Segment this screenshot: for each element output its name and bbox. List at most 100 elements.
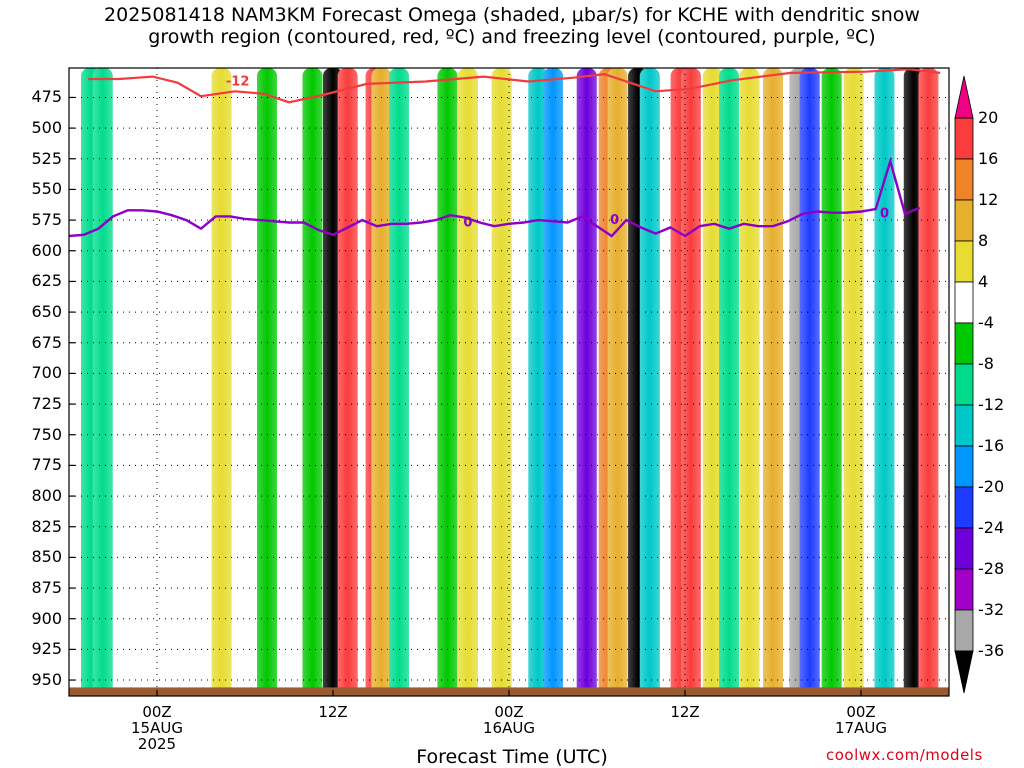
colorbar-tick-label: -12: [978, 395, 1005, 414]
y-tick-label: 725: [31, 394, 62, 414]
omega-band-shade: [763, 68, 783, 696]
y-tick-label: 600: [31, 240, 62, 260]
colorbar-band: [954, 322, 974, 365]
credit-link[interactable]: coolwx.com/models: [826, 746, 983, 764]
omega-column: [371, 68, 392, 696]
omega-column: [639, 68, 660, 696]
omega-column: [389, 68, 409, 696]
dgz-contour-label: -12: [226, 74, 250, 89]
omega-band-shade: [437, 68, 458, 696]
colorbar-tick-label: -36: [978, 641, 1005, 660]
contours: 0 0 0 -12: [69, 68, 941, 238]
x-tick-label-line: 2025: [137, 735, 177, 753]
x-tick-label-line: 17AUG: [835, 719, 887, 737]
y-tick-label: 750: [31, 424, 62, 444]
colorbar-band: [954, 363, 974, 406]
x-tick-label-line: 00Z: [846, 703, 876, 721]
y-tick-label: 625: [31, 271, 62, 291]
omega-band-shade: [821, 68, 842, 696]
y-tick-label: 925: [31, 639, 62, 659]
colorbar-band: [954, 527, 974, 570]
y-tick-label: 900: [31, 608, 62, 628]
colorbar-band: [954, 609, 974, 652]
axis-tick-marks: [69, 96, 862, 696]
y-tick-label: 525: [31, 148, 62, 168]
freezing-level-label: 0: [463, 215, 472, 230]
omega-band-shade: [371, 68, 392, 696]
colorbar: [954, 75, 974, 694]
omega-band-shade: [680, 68, 701, 696]
colorbar-bottom-arrow: [954, 650, 974, 694]
omega-band-shade: [257, 68, 277, 696]
omega-band-shade: [739, 68, 760, 696]
omega-column: [337, 68, 358, 696]
freezing-level-contour: [69, 156, 921, 238]
colorbar-band: [954, 486, 974, 529]
omega-band-shade: [874, 68, 895, 696]
omega-band-shade: [607, 68, 628, 696]
omega-column: [739, 68, 760, 696]
y-tick-label: 675: [31, 332, 62, 352]
omega-column: [179, 68, 200, 696]
omega-column: [874, 68, 895, 696]
y-tick-label: 575: [31, 210, 62, 230]
omega-band-shade: [457, 68, 478, 696]
omega-column: [763, 68, 783, 696]
omega-band-shade: [639, 68, 660, 696]
x-tick-label: 00Z 17AUG: [821, 704, 901, 736]
colorbar-top-arrow: [954, 75, 974, 119]
x-tick-label: 12Z: [645, 704, 725, 720]
colorbar-band: [954, 568, 974, 611]
colorbar-band: [954, 117, 974, 160]
omega-band-shade: [799, 68, 820, 696]
omega-column: [92, 68, 113, 696]
x-tick-label: 00Z 15AUG 2025: [117, 704, 197, 752]
y-tick-label: 475: [31, 87, 62, 107]
omega-column: [457, 68, 478, 696]
omega-column: [543, 68, 563, 696]
y-tick-label: 800: [31, 486, 62, 506]
omega-band-shade: [918, 68, 939, 696]
omega-column: [437, 68, 458, 696]
colorbar-tick-label: 8: [978, 231, 989, 250]
chart-title-line-1: 2025081418 NAM3KM Forecast Omega (shaded…: [104, 4, 920, 26]
omega-column: [607, 68, 628, 696]
omega-column: [821, 68, 842, 696]
colorbar-tick-label: 12: [978, 190, 999, 209]
colorbar-tick-label: 20: [978, 108, 999, 127]
x-tick-label-line: 12Z: [670, 703, 700, 721]
omega-band-shade: [719, 68, 739, 696]
y-tick-label: 775: [31, 455, 62, 475]
colorbar-tick-label: -8: [978, 354, 994, 373]
freezing-level-label: 0: [610, 213, 619, 228]
colorbar-band: [954, 281, 974, 324]
y-tick-label: 700: [31, 363, 62, 383]
omega-column: [843, 68, 864, 696]
x-tick-label-line: 15AUG: [131, 719, 183, 737]
chart-title-line-2: growth region (contoured, red, ºC) and f…: [148, 26, 876, 48]
colorbar-tick-label: -32: [978, 600, 1005, 619]
omega-band-shade: [491, 68, 512, 696]
freezing-level-label: 0: [880, 207, 889, 222]
colorbar-tick-label: -28: [978, 559, 1005, 578]
colorbar-tick-label: -24: [978, 518, 1005, 537]
x-axis-label: Forecast Time (UTC): [416, 746, 608, 768]
omega-band-shade: [302, 68, 323, 696]
x-tick-label-line: 00Z: [142, 703, 172, 721]
omega-column: [302, 68, 323, 696]
y-tick-label: 500: [31, 118, 62, 138]
x-tick-label-line: 16AUG: [483, 719, 535, 737]
colorbar-tick-label: 4: [978, 272, 989, 291]
colorbar-tick-label: 16: [978, 149, 999, 168]
omega-column: [491, 68, 512, 696]
omega-band-shade: [543, 68, 563, 696]
colorbar-band: [954, 404, 974, 447]
colorbar-band: [954, 240, 974, 283]
x-tick-label: 00Z 16AUG: [469, 704, 549, 736]
y-tick-label: 950: [31, 670, 62, 690]
colorbar-band: [954, 158, 974, 201]
colorbar-tick-label: -20: [978, 477, 1005, 496]
colorbar-band: [954, 445, 974, 488]
omega-column: [719, 68, 739, 696]
